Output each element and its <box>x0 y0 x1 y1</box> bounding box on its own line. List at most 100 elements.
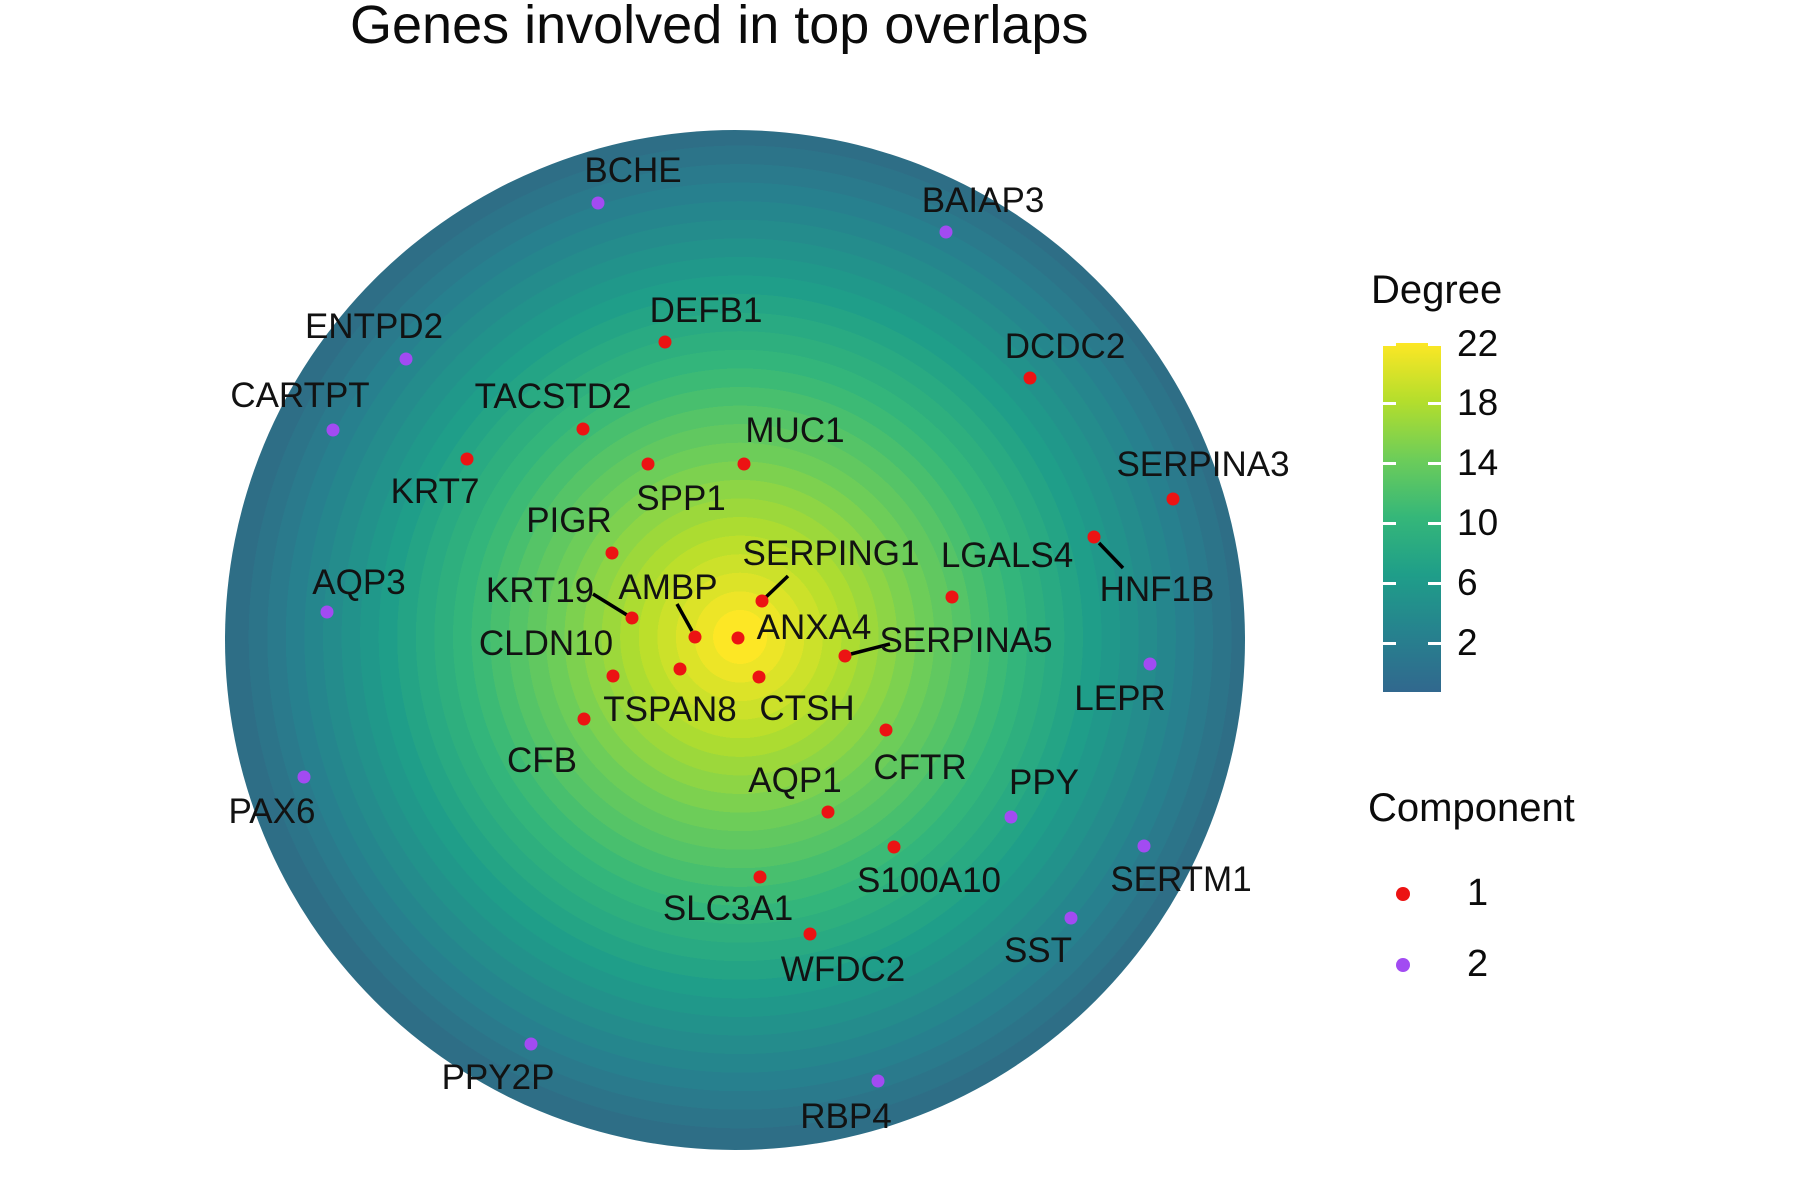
gene-node-dot-sst <box>1064 911 1078 925</box>
gene-label-ambp: AMBP <box>618 568 718 607</box>
component-legend-title: Component <box>1368 786 1575 830</box>
gene-label-krt19: KRT19 <box>485 571 595 610</box>
gene-node-dot-bche <box>591 196 605 210</box>
gene-label-ctsh: CTSH <box>759 689 855 728</box>
component-1-dot <box>1396 886 1410 901</box>
gene-label-serpina3: SERPINA3 <box>1116 445 1290 484</box>
gene-node-dot-tacstd2 <box>576 422 590 436</box>
degree-tick-label-22: 22 <box>1457 323 1499 365</box>
gene-label-pigr: PIGR <box>526 501 612 540</box>
gene-node-dot-hnf1b <box>1087 530 1101 544</box>
gene-node-dot-aqp3 <box>320 605 334 619</box>
gene-label-cfb: CFB <box>507 741 577 780</box>
degree-tick-mark-10-right <box>1428 521 1441 525</box>
gene-node-dot-cfb <box>577 712 591 726</box>
gene-node-dot-dcdc2 <box>1023 371 1037 385</box>
gene-label-sertm1: SERTM1 <box>1110 860 1252 899</box>
gene-label-aqp1: AQP1 <box>748 761 842 800</box>
degree-tick-label-10: 10 <box>1457 502 1499 544</box>
component-2-label: 2 <box>1467 943 1489 985</box>
gene-label-rbp4: RBP4 <box>800 1097 892 1136</box>
gene-label-serping1: SERPING1 <box>742 534 920 573</box>
gene-node-dot-ppy2p <box>524 1037 538 1051</box>
gene-node-dot-serping1 <box>755 594 769 608</box>
gene-node-dot-krt7 <box>460 452 474 466</box>
component-legend-item-1: 1 <box>1396 872 1488 915</box>
gene-label-defb1: DEFB1 <box>649 291 763 330</box>
gene-label-krt7: KRT7 <box>390 472 480 511</box>
degree-tick-mark-6-right <box>1428 581 1441 585</box>
degree-tick-mark-2-left <box>1383 641 1396 645</box>
gene-node-dot-tspan8 <box>673 662 687 676</box>
component-2-dot <box>1396 957 1410 972</box>
gene-label-slc3a1: SLC3A1 <box>662 889 794 928</box>
gene-node-dot-ctsh <box>752 670 766 684</box>
gene-label-entpd2: ENTPD2 <box>304 307 444 346</box>
degree-tick-label-18: 18 <box>1457 382 1499 424</box>
gene-label-spp1: SPP1 <box>636 479 726 518</box>
degree-tick-mark-18-left <box>1383 401 1396 405</box>
gene-label-cftr: CFTR <box>873 748 967 787</box>
gene-label-lepr: LEPR <box>1074 679 1166 718</box>
gene-node-dot-serpina3 <box>1166 492 1180 506</box>
degree-tick-label-2: 2 <box>1457 622 1478 664</box>
gene-node-dot-cartpt <box>326 423 340 437</box>
component-legend-item-2: 2 <box>1396 943 1488 986</box>
gene-label-pax6: PAX6 <box>228 792 316 831</box>
degree-tick-mark-10-left <box>1383 521 1396 525</box>
component-1-label: 1 <box>1467 872 1489 914</box>
plot-title: Genes involved in top overlaps <box>350 0 1089 55</box>
gene-label-wfdc2: WFDC2 <box>780 950 906 989</box>
gene-label-ppy2p: PPY2P <box>441 1058 555 1097</box>
gene-node-dot-wfdc2 <box>803 927 817 941</box>
degree-tick-mark-22-left <box>1383 342 1396 346</box>
degree-tick-mark-14-left <box>1383 461 1396 465</box>
degree-tick-mark-2-right <box>1428 641 1441 645</box>
gene-label-ppy: PPY <box>1008 763 1080 802</box>
degree-tick-mark-18-right <box>1428 401 1441 405</box>
gene-label-tacstd2: TACSTD2 <box>474 377 632 416</box>
gene-node-dot-rbp4 <box>871 1074 885 1088</box>
gene-node-dot-lepr <box>1143 657 1157 671</box>
gene-node-dot-sertm1 <box>1137 839 1151 853</box>
gene-label-cartpt: CARTPT <box>230 376 370 415</box>
gene-label-s100a10: S100A10 <box>856 861 1002 900</box>
gene-label-hnf1b: HNF1B <box>1099 570 1215 609</box>
gene-node-dot-slc3a1 <box>753 870 767 884</box>
gene-node-dot-krt19 <box>625 611 639 625</box>
gene-node-dot-cldn10 <box>606 669 620 683</box>
gene-node-dot-ppy <box>1004 810 1018 824</box>
gene-label-dcdc2: DCDC2 <box>1004 327 1126 366</box>
gene-node-dot-lgals4 <box>945 590 959 604</box>
gene-label-cldn10: CLDN10 <box>478 624 614 663</box>
gene-label-aqp3: AQP3 <box>312 563 406 602</box>
gene-label-sst: SST <box>1003 931 1073 970</box>
gene-label-bche: BCHE <box>584 151 682 190</box>
gene-node-dot-muc1 <box>737 457 751 471</box>
gene-label-lgals4: LGALS4 <box>940 536 1074 575</box>
degree-tick-label-6: 6 <box>1457 562 1478 604</box>
gene-label-anxa4: ANXA4 <box>756 608 872 647</box>
degree-tick-mark-22-right <box>1428 342 1441 346</box>
gene-node-dot-defb1 <box>658 335 672 349</box>
degree-tick-label-14: 14 <box>1457 442 1499 484</box>
gene-node-dot-spp1 <box>641 457 655 471</box>
gene-label-serpina5: SERPINA5 <box>879 621 1053 660</box>
gene-label-baiap3: BAIAP3 <box>921 181 1045 220</box>
gene-node-dot-anxa4 <box>731 631 745 645</box>
gene-node-dot-aqp1 <box>821 805 835 819</box>
gene-label-tspan8: TSPAN8 <box>603 690 737 729</box>
gene-node-dot-s100a10 <box>887 840 901 854</box>
gene-node-dot-pax6 <box>297 770 311 784</box>
gene-node-dot-cftr <box>879 723 893 737</box>
gene-node-dot-baiap3 <box>939 225 953 239</box>
degree-colorbar <box>1383 343 1441 692</box>
gene-node-dot-pigr <box>605 546 619 560</box>
gene-node-dot-serpina5 <box>838 649 852 663</box>
degree-tick-mark-14-right <box>1428 461 1441 465</box>
gene-node-dot-entpd2 <box>399 352 413 366</box>
degree-tick-mark-6-left <box>1383 581 1396 585</box>
degree-legend-title: Degree <box>1371 268 1503 312</box>
